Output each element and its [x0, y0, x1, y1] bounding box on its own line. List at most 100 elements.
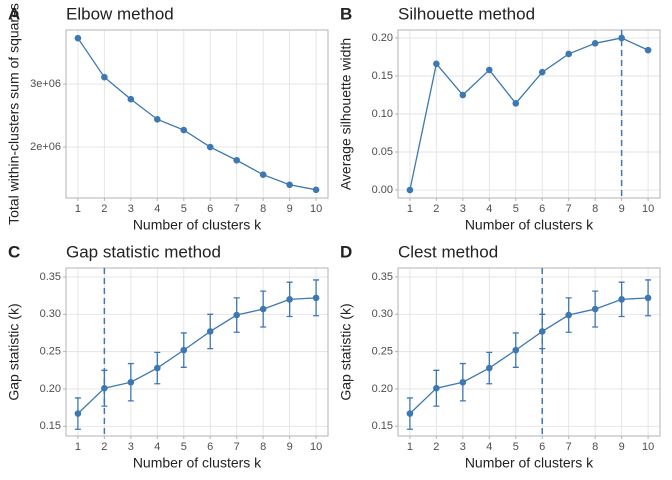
y-tick-label: 0.20 — [372, 383, 393, 395]
point — [406, 410, 414, 417]
x-tick-label: 10 — [642, 441, 654, 453]
point — [259, 171, 267, 179]
point — [206, 143, 214, 151]
point — [591, 40, 599, 47]
x-tick-label: 4 — [486, 441, 492, 453]
point — [74, 410, 82, 417]
point — [233, 311, 240, 319]
y-axis-title: Gap statistic (k) — [6, 303, 22, 400]
point — [180, 126, 188, 134]
x-tick-label: 4 — [154, 203, 160, 215]
point — [591, 305, 599, 313]
series-line — [77, 37, 317, 191]
point — [101, 73, 108, 81]
series-line — [77, 297, 317, 415]
y-axis-title: Total within-clusters sum of squares — [6, 3, 22, 225]
y-tick-label: 0.35 — [372, 271, 393, 283]
x-tick-label: 6 — [539, 441, 545, 453]
x-tick-label: 7 — [234, 441, 240, 453]
point — [512, 346, 520, 354]
point — [206, 328, 214, 335]
x-tick-label: 5 — [513, 441, 519, 453]
x-tick-label: 6 — [207, 441, 213, 453]
x-tick-label: 7 — [566, 441, 572, 453]
point — [286, 181, 293, 189]
y-tick-label: 0.00 — [372, 184, 393, 196]
y-tick-label: 0.20 — [372, 32, 393, 44]
x-tick-label: 10 — [310, 441, 322, 453]
y-axis-title: Average silhouette width — [338, 38, 354, 190]
point — [286, 296, 293, 303]
x-tick-label: 4 — [154, 441, 160, 453]
x-tick-label: 8 — [592, 203, 598, 215]
x-tick-label: 1 — [407, 203, 413, 215]
y-tick-label: 0.15 — [372, 70, 393, 82]
series-line — [409, 297, 649, 415]
point — [259, 305, 267, 313]
point — [233, 156, 240, 164]
x-tick-label: 2 — [101, 203, 107, 215]
point — [538, 328, 546, 335]
x-tick-label: 1 — [407, 441, 413, 453]
point — [101, 384, 108, 392]
x-tick-label: 6 — [207, 203, 213, 215]
x-tick-label: 3 — [128, 441, 134, 453]
y-tick-label: 0.30 — [40, 308, 61, 320]
point — [180, 346, 188, 354]
x-tick-label: 6 — [539, 203, 545, 215]
x-tick-label: 3 — [128, 203, 134, 215]
y-tick-label: 0.15 — [372, 420, 393, 432]
point — [486, 364, 493, 372]
panel-border — [65, 29, 329, 199]
chart-title: Silhouette method — [398, 4, 535, 23]
x-tick-label: 10 — [310, 203, 322, 215]
point — [127, 95, 135, 103]
point — [538, 68, 546, 76]
x-tick-label: 2 — [433, 441, 439, 453]
point — [565, 311, 572, 319]
x-tick-label: 7 — [234, 203, 240, 215]
point — [618, 34, 625, 42]
point — [644, 294, 652, 302]
series-line — [409, 37, 649, 191]
x-tick-label: 3 — [460, 203, 466, 215]
chart-title: Elbow method — [66, 4, 174, 23]
x-tick-label: 2 — [101, 441, 107, 453]
point — [459, 378, 467, 386]
x-tick-label: 9 — [619, 203, 625, 215]
point — [486, 66, 493, 74]
y-tick-label: 0.25 — [40, 346, 61, 358]
point — [127, 378, 135, 386]
x-axis-title: Number of clusters k — [133, 455, 262, 471]
x-tick-label: 5 — [181, 203, 187, 215]
x-tick-label: 7 — [566, 203, 572, 215]
x-tick-label: 5 — [181, 441, 187, 453]
point — [406, 186, 414, 194]
x-tick-label: 9 — [287, 441, 293, 453]
point — [565, 50, 572, 58]
x-tick-label: 1 — [75, 203, 81, 215]
y-tick-label: 2e+06 — [30, 141, 61, 153]
panel-tag: C — [8, 242, 20, 261]
point — [644, 46, 652, 54]
point — [433, 60, 440, 68]
chart-title: Clest method — [398, 242, 498, 261]
point — [459, 91, 467, 99]
point — [618, 296, 625, 303]
x-tick-label: 10 — [642, 203, 654, 215]
point — [312, 186, 320, 194]
y-tick-label: 0.25 — [372, 346, 393, 358]
x-axis-title: Number of clusters k — [465, 455, 594, 471]
x-tick-label: 8 — [260, 203, 266, 215]
chart-title: Gap statistic method — [66, 242, 221, 261]
panel-tag: A — [8, 4, 20, 23]
x-tick-label: 8 — [260, 441, 266, 453]
x-tick-label: 4 — [486, 203, 492, 215]
y-tick-label: 0.35 — [40, 271, 61, 283]
y-tick-label: 3e+06 — [30, 78, 61, 90]
y-tick-label: 0.10 — [372, 108, 393, 120]
y-axis-title: Gap statistic (k) — [338, 303, 354, 400]
point — [433, 384, 440, 392]
x-tick-label: 5 — [513, 203, 519, 215]
